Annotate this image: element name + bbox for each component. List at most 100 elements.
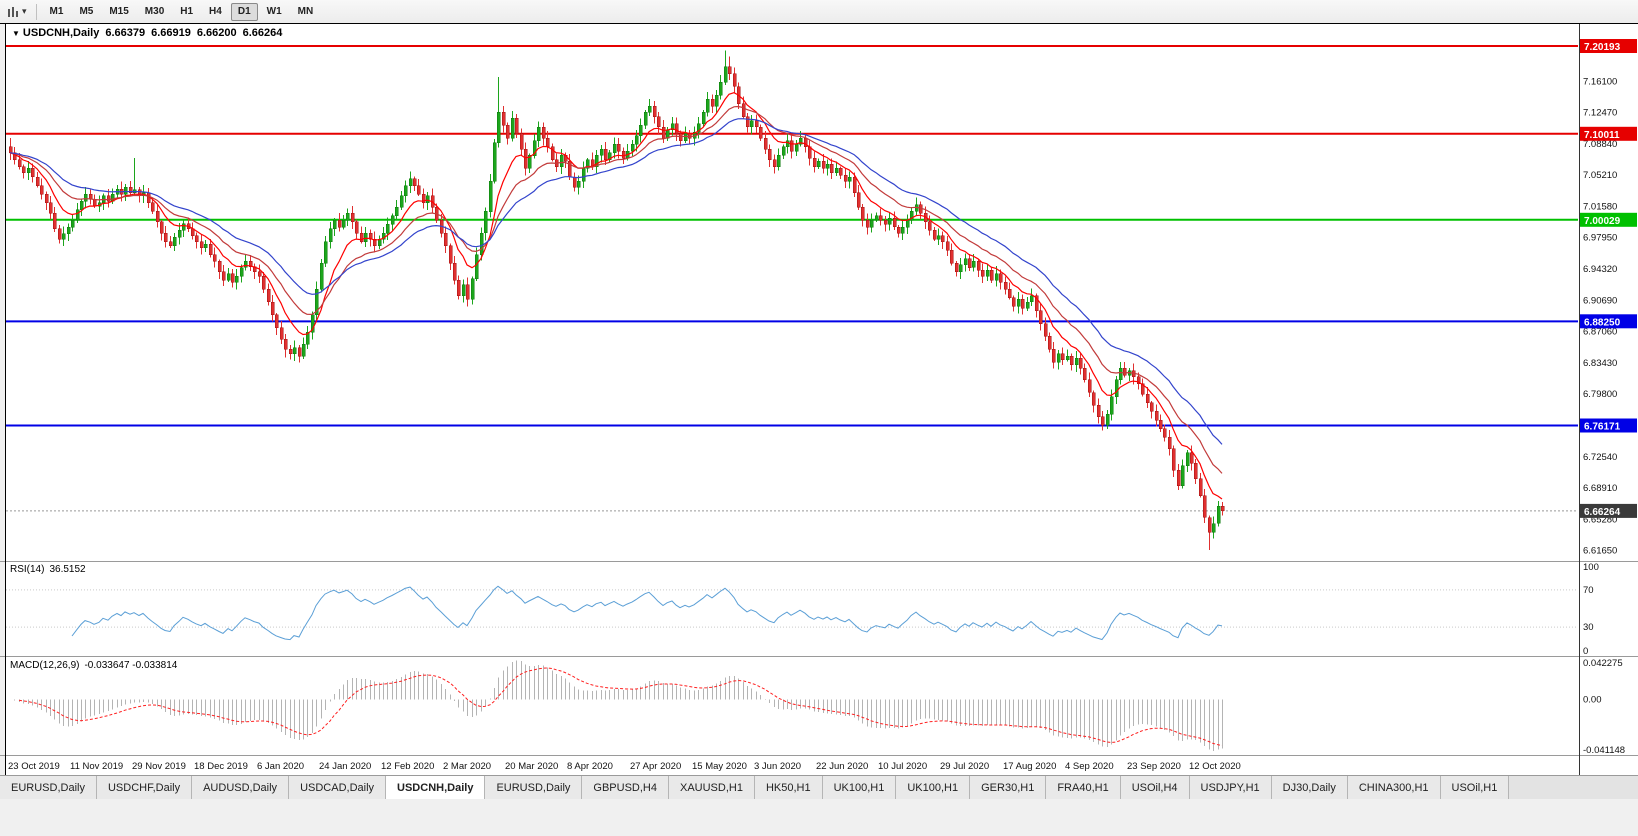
timeframe-button-m30[interactable]: M30 [144,5,165,17]
candle [372,238,377,247]
candle [963,258,968,266]
candle [483,211,488,234]
candle [292,347,297,354]
candle [412,178,417,186]
candle [980,269,985,277]
timeframe-button-h4[interactable]: H4 [209,5,222,17]
candle [488,181,493,212]
candle [585,159,590,169]
candle [274,314,279,329]
chart-tab-usoil-h1[interactable]: USOil,H1 [1440,776,1510,799]
candle [1202,495,1207,518]
candle [1091,392,1096,406]
price-badge [1580,314,1637,329]
candle [1020,299,1025,309]
chart-tab-dj30-daily[interactable]: DJ30,Daily [1271,776,1348,799]
candle [940,235,945,242]
timeframe-button-h1[interactable]: H1 [180,5,194,17]
price-axis-tick: 7.01580 [1583,201,1617,212]
price-axis-tick: 7.05210 [1583,170,1617,181]
chart-tab-xauusd-h1[interactable]: XAUUSD,H1 [668,776,755,799]
candle [492,142,497,182]
chart-tab-usoil-h4[interactable]: USOil,H4 [1120,776,1190,799]
chart-tab-ger30-h1[interactable]: GER30,H1 [970,776,1047,799]
candle [718,81,723,96]
chart-tab-china300-h1[interactable]: CHINA300,H1 [1347,776,1441,799]
candle [789,140,794,152]
chart-tab-uk100-h1[interactable]: UK100,H1 [896,776,971,799]
candle [1145,393,1150,404]
candle [647,106,652,113]
price-chart-canvas[interactable]: 100 70 30 00.042275 0.00 -0.041148 7.16100 7.12… [0,0,1638,776]
chart-tab-fra40-h1[interactable]: FRA40,H1 [1046,776,1121,799]
chart-tab-usdcad-daily[interactable]: USDCAD,Daily [289,776,387,799]
candle [452,262,457,281]
candle [772,159,777,167]
candle [1185,452,1190,466]
candle [1096,405,1101,417]
candle [638,124,643,136]
candle [1003,281,1008,290]
candle [470,278,475,300]
candle [48,202,53,214]
chart-tab-hk50-h1[interactable]: HK50,H1 [754,776,823,799]
candle [128,187,133,193]
candle [425,195,430,204]
candle [581,168,586,182]
timeframe-button-m1[interactable]: M1 [49,5,64,17]
candle [337,219,342,228]
price-axis-tick: 6.61650 [1583,546,1617,557]
toolbar-separator [35,3,37,20]
chart-tab-gbpusd-h4[interactable]: GBPUSD,H4 [582,776,669,799]
ohlc-high: 6.66919 [151,27,191,39]
candle [314,288,319,316]
macd-name: MACD(12,26,9) [10,660,80,671]
candle [1034,295,1039,311]
chart-tab-usdcnh-daily[interactable]: USDCNH,Daily [386,776,486,799]
candle [230,273,235,283]
candle [403,185,408,197]
candles-layer [8,50,1225,551]
candle [674,123,679,135]
candle [1189,452,1194,464]
candle [998,273,1003,283]
candle [106,195,111,202]
chart-type-icon[interactable] [6,5,20,19]
candle [1122,368,1127,376]
chart-tab-usdjpy-h1[interactable]: USDJPY,H1 [1189,776,1272,799]
timeframe-button-m5[interactable]: M5 [79,5,94,17]
macd-signal-line [18,667,1223,746]
candle [1167,437,1172,449]
chart-tab-eurusd-daily[interactable]: EURUSD,Daily [0,776,97,799]
timeframe-button-mn[interactable]: MN [297,5,314,17]
timeframe-button-w1[interactable]: W1 [266,5,282,17]
candle [39,185,44,195]
macd-axis-tick: 0.00 [1583,695,1602,706]
chart-tab-audusd-daily[interactable]: AUDUSD,Daily [192,776,290,799]
candle [1051,349,1056,363]
candle [1074,357,1079,366]
dropdown-caret-icon[interactable]: ▾ [22,6,27,16]
candle [1029,295,1034,303]
candle [208,243,213,255]
chart-tab-usdchf-daily[interactable]: USDCHF,Daily [96,776,193,799]
candle [57,228,62,240]
candle [44,193,49,204]
candle [266,288,271,303]
price-axis-tick: 6.94320 [1583,264,1617,275]
candle [900,226,905,234]
candle [869,219,874,228]
candle [1105,413,1110,426]
chart-tab-uk100-h1[interactable]: UK100,H1 [822,776,897,799]
candle [332,219,337,229]
price-badge-label: 6.76171 [1584,422,1621,433]
timeframe-button-d1[interactable]: D1 [230,2,258,21]
candle [954,262,959,273]
toolbar: ▾ M1 M5 M15 M30 H1 H4 D1 W1 MN [0,0,1638,23]
timeframe-button-m15[interactable]: M15 [109,5,129,17]
chart-tab-eurusd-daily[interactable]: EURUSD,Daily [485,776,583,799]
candle [421,193,426,204]
candle [270,301,275,316]
candle [70,219,75,228]
macd-values: -0.033647 -0.033814 [84,660,178,671]
